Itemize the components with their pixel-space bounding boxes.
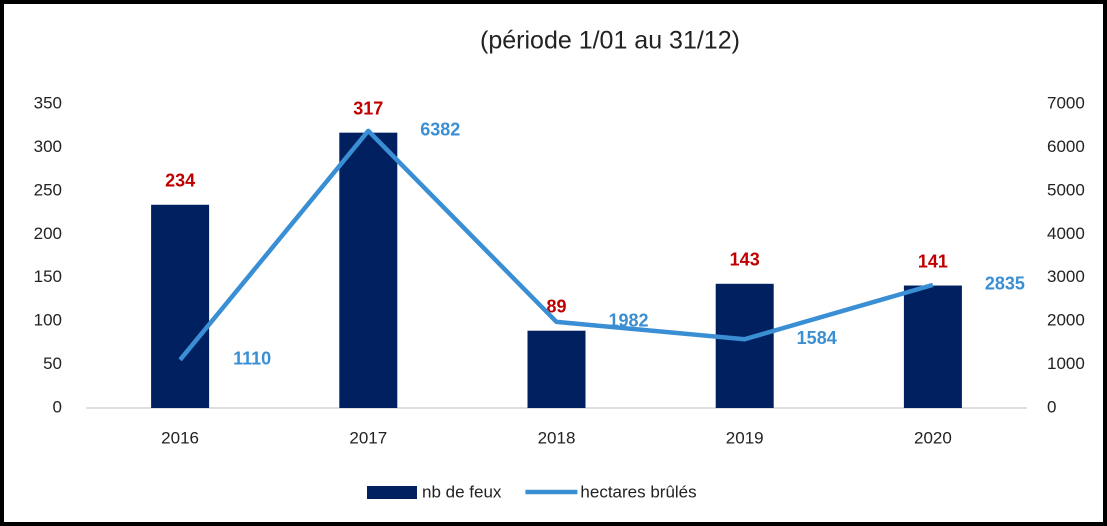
x-tick-label: 2017 <box>349 428 387 447</box>
y2-tick-label: 0 <box>1047 397 1056 416</box>
line-label: 2835 <box>985 274 1025 294</box>
y-tick-label: 200 <box>34 224 62 243</box>
x-tick-label: 2016 <box>161 428 199 447</box>
bar-label: 234 <box>165 171 195 191</box>
x-tick-label: 2020 <box>914 428 952 447</box>
y2-tick-label: 1000 <box>1047 354 1085 373</box>
x-tick-label: 2018 <box>538 428 576 447</box>
bar <box>151 204 210 408</box>
line-label: 6382 <box>420 120 460 140</box>
line-label: 1110 <box>233 349 271 369</box>
bar <box>903 285 962 408</box>
y-tick-label: 0 <box>53 397 62 416</box>
line <box>178 128 934 362</box>
y-tick-label: 350 <box>34 93 62 112</box>
y-tick-label: 250 <box>34 180 62 199</box>
bar <box>527 330 586 408</box>
legend-label: nb de feux <box>422 482 502 501</box>
y-tick-label: 300 <box>34 137 62 156</box>
x-tick-label: 2019 <box>726 428 764 447</box>
bar <box>339 132 398 409</box>
line-label: 1584 <box>797 328 837 348</box>
y-tick-label: 150 <box>34 267 62 286</box>
y2-tick-label: 7000 <box>1047 93 1085 112</box>
y2-tick-label: 3000 <box>1047 267 1085 286</box>
y2-tick-label: 5000 <box>1047 180 1085 199</box>
bar-label: 89 <box>546 296 566 316</box>
chart-title: (période 1/01 au 31/12) <box>480 27 740 55</box>
bar <box>715 283 774 408</box>
legend-label: hectares brûlés <box>580 482 696 501</box>
y2-tick-label: 4000 <box>1047 224 1085 243</box>
legend-swatch <box>367 486 417 499</box>
bar-label: 141 <box>918 251 948 271</box>
y2-tick-label: 2000 <box>1047 311 1085 330</box>
y2-tick-label: 6000 <box>1047 137 1085 156</box>
line-label: 1982 <box>608 311 648 331</box>
y-tick-label: 50 <box>43 354 62 373</box>
bar-label: 143 <box>730 250 760 270</box>
bar-label: 317 <box>353 98 383 118</box>
y-tick-label: 100 <box>34 311 62 330</box>
